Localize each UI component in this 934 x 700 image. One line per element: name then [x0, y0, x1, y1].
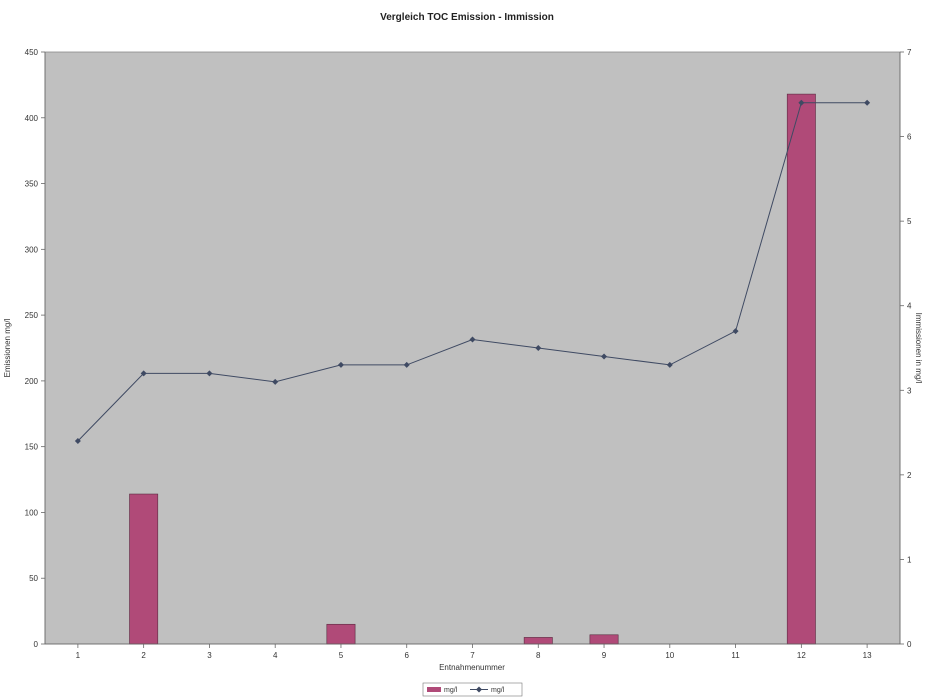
y-tick-label: 450	[25, 48, 39, 57]
y2-tick-label: 5	[907, 217, 912, 226]
bar	[786, 93, 816, 645]
x-tick-label: 7	[470, 651, 475, 660]
x-tick-label: 12	[797, 651, 806, 660]
x-axis-title: Entnahmenummer	[439, 663, 505, 672]
x-tick-label: 8	[536, 651, 541, 660]
x-tick-label: 1	[76, 651, 81, 660]
x-tick-label: 4	[273, 651, 278, 660]
plot-area	[44, 51, 901, 645]
y2-tick-label: 3	[907, 386, 912, 395]
y2-tick-label: 7	[907, 48, 912, 57]
x-tick-label: 6	[405, 651, 410, 660]
line-point	[272, 378, 279, 385]
y-tick-label: 400	[25, 114, 39, 123]
y2-tick-label: 6	[907, 133, 912, 142]
y-tick-label: 350	[25, 180, 39, 189]
line-point	[74, 438, 81, 445]
legend-line-marker	[476, 686, 482, 693]
line-point	[403, 361, 410, 368]
line-point	[140, 370, 147, 377]
y2-tick-label: 0	[907, 640, 912, 649]
y-tick-label: 100	[25, 508, 39, 517]
y-axis-title: Emissionen mg/l	[3, 318, 12, 377]
line-point	[337, 361, 344, 368]
y-tick-label: 250	[25, 311, 39, 320]
x-tick-label: 11	[731, 651, 740, 660]
line-point	[535, 345, 542, 351]
y-tick-label: 150	[25, 443, 39, 452]
y-tick-label: 300	[25, 245, 39, 254]
y-tick-label: 50	[29, 574, 38, 583]
y-tick-label: 0	[34, 640, 39, 649]
y2-axis-title: Immissionen in mg/l	[914, 313, 923, 384]
legend-bar-swatch	[427, 687, 441, 692]
line-point	[206, 370, 213, 377]
line-point	[798, 99, 805, 106]
legend: mg/l mg/l	[422, 682, 523, 697]
y2-tick-label: 2	[907, 471, 912, 480]
line-point	[864, 99, 871, 106]
line-point	[666, 361, 673, 368]
x-tick-label: 2	[141, 651, 146, 660]
bar	[326, 623, 356, 645]
x-tick-label: 3	[207, 651, 212, 660]
bar-series	[129, 93, 816, 645]
x-tick-label: 10	[665, 651, 674, 660]
line-series	[74, 99, 871, 445]
y-tick-label: 200	[25, 377, 39, 386]
x-tick-label: 5	[339, 651, 344, 660]
bar	[129, 493, 159, 645]
x-tick-label: 9	[602, 651, 607, 660]
y2-tick-label: 1	[907, 555, 912, 564]
line-point	[601, 353, 608, 360]
line-point	[732, 328, 739, 335]
bar	[523, 637, 553, 645]
y2-tick-label: 4	[907, 302, 912, 311]
legend-line-label: mg/l	[491, 687, 505, 694]
x-tick-label: 13	[863, 651, 872, 660]
line-point	[469, 336, 476, 343]
legend-bar-label: mg/l	[444, 687, 458, 694]
chart-title: Vergleich TOC Emission - Immission	[380, 12, 554, 23]
bar	[589, 634, 619, 645]
